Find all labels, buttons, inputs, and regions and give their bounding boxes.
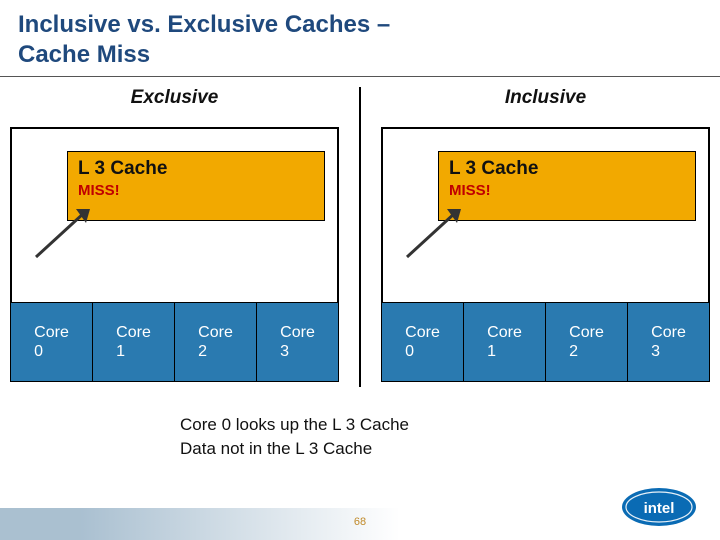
exclusive-heading: Exclusive: [10, 87, 339, 109]
inclusive-core-1: Core1: [463, 302, 546, 382]
inclusive-l3: L 3 Cache MISS!: [438, 151, 696, 221]
core-label: Core0: [405, 323, 440, 361]
inclusive-heading: Inclusive: [381, 87, 710, 109]
exclusive-l3-label: L 3 Cache: [78, 158, 314, 180]
exclusive-core-2: Core2: [174, 302, 257, 382]
footer-decoration: [0, 508, 400, 540]
caption-line-2: Data not in the L 3 Cache: [180, 439, 372, 458]
exclusive-cores: Core0 Core1 Core2 Core3: [10, 302, 339, 382]
core-label: Core1: [116, 323, 151, 361]
title-line-1: Inclusive vs. Exclusive Caches –: [18, 11, 390, 38]
exclusive-block: L 3 Cache MISS!: [10, 127, 339, 312]
exclusive-core-0: Core0: [10, 302, 93, 382]
core-label: Core1: [487, 323, 522, 361]
slide-title: Inclusive vs. Exclusive Caches – Cache M…: [0, 0, 720, 76]
core-label: Core3: [651, 323, 686, 361]
exclusive-l3: L 3 Cache MISS!: [67, 151, 325, 221]
exclusive-core-1: Core1: [92, 302, 175, 382]
core-label: Core2: [198, 323, 233, 361]
inclusive-core-2: Core2: [545, 302, 628, 382]
exclusive-column: Exclusive L 3 Cache MISS! Core0 Core1 Co…: [10, 87, 339, 387]
caption: Core 0 looks up the L 3 Cache Data not i…: [180, 413, 720, 461]
diagram-columns: Exclusive L 3 Cache MISS! Core0 Core1 Co…: [0, 87, 720, 387]
exclusive-miss: MISS!: [78, 182, 314, 199]
inclusive-core-0: Core0: [381, 302, 464, 382]
title-divider: [0, 76, 720, 77]
intel-logo-icon: intel: [620, 486, 698, 528]
page-number: 68: [354, 516, 366, 528]
inclusive-core-3: Core3: [627, 302, 710, 382]
core-label: Core0: [34, 323, 69, 361]
inclusive-cores: Core0 Core1 Core2 Core3: [381, 302, 710, 382]
inclusive-miss: MISS!: [449, 182, 685, 199]
inclusive-block: L 3 Cache MISS!: [381, 127, 710, 312]
exclusive-core-3: Core3: [256, 302, 339, 382]
inclusive-column: Inclusive L 3 Cache MISS! Core0 Core1 Co…: [381, 87, 710, 387]
svg-text:intel: intel: [644, 500, 675, 517]
core-label: Core2: [569, 323, 604, 361]
caption-line-1: Core 0 looks up the L 3 Cache: [180, 415, 409, 434]
center-divider: [359, 87, 361, 387]
inclusive-l3-label: L 3 Cache: [449, 158, 685, 180]
core-label: Core3: [280, 323, 315, 361]
title-line-2: Cache Miss: [18, 41, 150, 68]
